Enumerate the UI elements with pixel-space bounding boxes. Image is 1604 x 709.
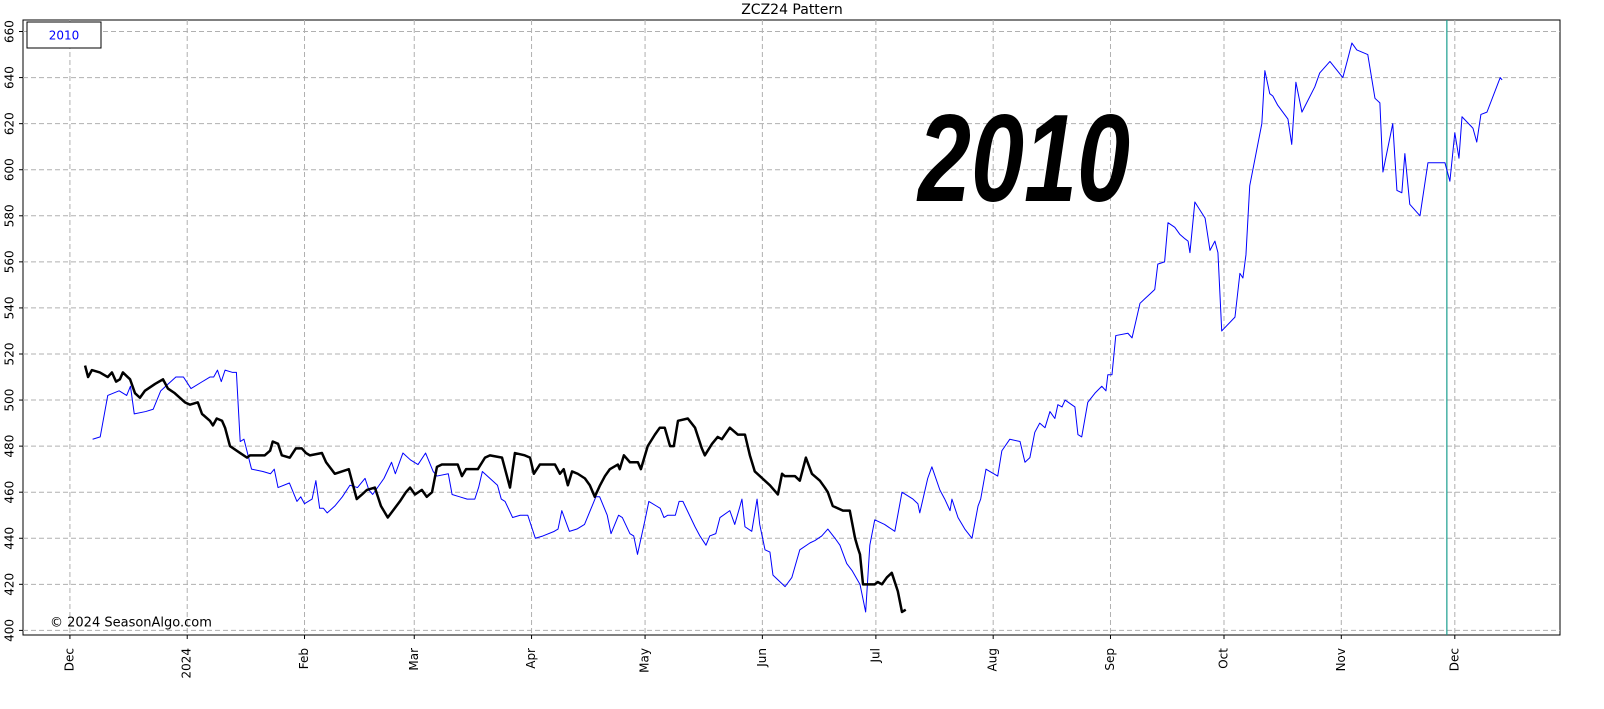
y-tick-label: 440 [3, 527, 17, 550]
y-tick-label: 560 [3, 250, 17, 273]
watermark: 2010 [916, 90, 1130, 228]
y-tick-label: 660 [3, 20, 17, 43]
x-tick-label: Sep [1103, 648, 1117, 671]
x-tick-label: Feb [297, 648, 311, 669]
plot-area [22, 19, 1561, 636]
x-tick-label: Aug [986, 648, 1000, 671]
y-tick-label: 460 [3, 481, 17, 504]
legend-label: 2010 [49, 29, 80, 43]
x-tick-label: Jul [868, 648, 882, 663]
chart-title: ZCZ24 Pattern [741, 2, 843, 18]
x-tick-label: Mar [407, 648, 421, 671]
series-line [83, 365, 907, 614]
copyright: © 2024 SeasonAlgo.com [50, 616, 212, 631]
legend-box [26, 21, 102, 49]
y-tick-label: 580 [3, 204, 17, 227]
legend: 2010 [26, 21, 102, 49]
y-tick-label: 540 [3, 296, 17, 319]
y-tick-label: 520 [3, 343, 17, 366]
y-tick-label: 620 [3, 112, 17, 135]
y-tick-label: 600 [3, 158, 17, 181]
x-tick-label: Nov [1334, 648, 1348, 671]
x-tick-label: Dec [62, 648, 76, 671]
x-tick-label: 2024 [180, 648, 194, 679]
x-tick-label: Oct [1216, 648, 1230, 669]
y-tick-label: 640 [3, 66, 17, 89]
y-tick-label: 400 [3, 619, 17, 642]
y-tick-label: 420 [3, 573, 17, 596]
y-tick-label: 480 [3, 435, 17, 458]
x-tick-label: Dec [1447, 648, 1461, 671]
x-tick-label: Jun [755, 648, 769, 668]
x-tick-label: Apr [524, 648, 538, 669]
x-tick-label: May [638, 648, 652, 673]
series-line [92, 42, 1503, 613]
y-tick-label: 500 [3, 389, 17, 412]
